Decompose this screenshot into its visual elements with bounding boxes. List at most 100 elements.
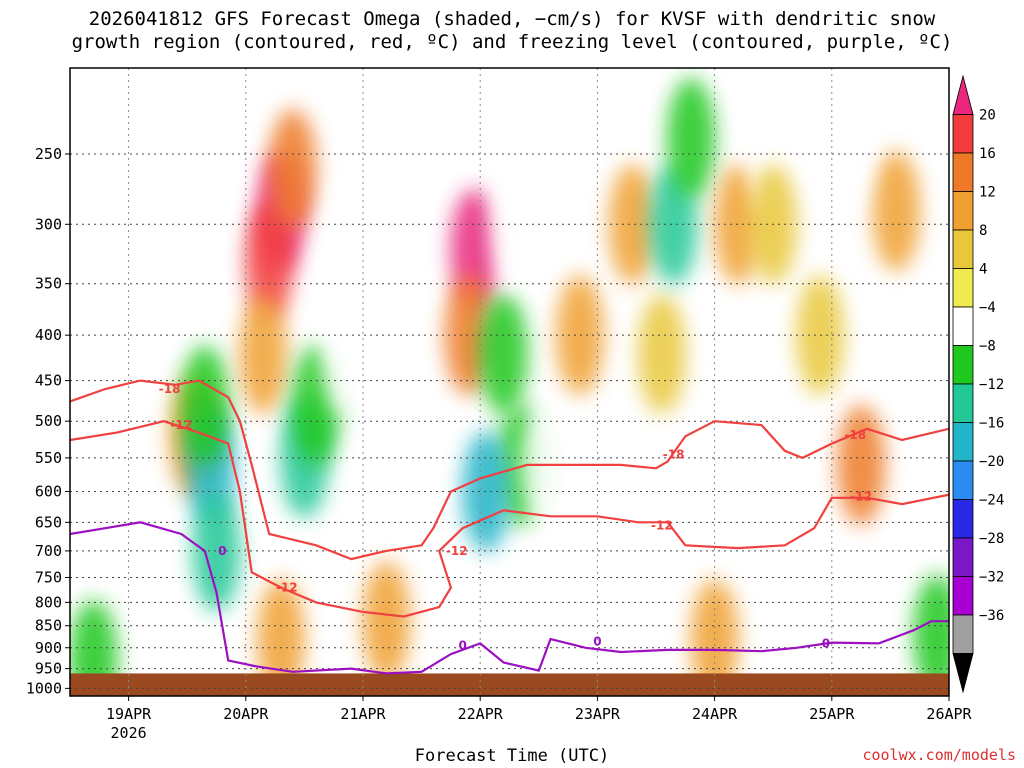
y-axis: 250 300 350 400 450 500 550 600 650 700 750 800 850 9…	[26, 145, 70, 697]
colorbar-label: −36	[979, 608, 1004, 624]
colorbar-label: 20	[979, 108, 996, 124]
omega-cell	[321, 293, 370, 414]
y-tick-label: 450	[35, 372, 62, 390]
contour-lines	[70, 379, 949, 675]
colorbar-label: 12	[979, 185, 996, 201]
dendritic-contour-label: -12	[276, 581, 298, 595]
omega-cell	[268, 109, 317, 230]
colorbar-label: 16	[979, 146, 996, 162]
colorbar-swatch	[952, 422, 974, 462]
colorbar-swatch	[952, 306, 974, 346]
y-tick-label: 400	[35, 326, 62, 344]
colorbar-swatch	[952, 345, 974, 385]
omega-cell	[637, 293, 686, 414]
dendritic-contour-label: -18	[159, 382, 181, 396]
chart-title-line2: growth region (contoured, red, ºC) and f…	[71, 31, 953, 53]
colorbar-swatch	[952, 460, 974, 500]
omega-cell	[70, 600, 118, 696]
freezing-level-label: 0	[593, 634, 601, 648]
y-tick-label: 500	[35, 412, 62, 430]
x-axis-title: Forecast Time (UTC)	[414, 746, 610, 766]
colorbar-swatch	[952, 152, 974, 192]
y-tick-label: 950	[35, 660, 62, 678]
y-tick-label: 800	[35, 593, 62, 611]
dendritic-contour-label: -12	[446, 544, 468, 558]
colorbar-label: −8	[979, 339, 996, 355]
colorbar-swatch	[952, 576, 974, 616]
x-tick-label: 21APR	[340, 705, 386, 723]
y-tick-label: 1000	[26, 679, 62, 697]
colorbar-label: −32	[979, 570, 1004, 586]
omega-cell	[245, 201, 294, 322]
omega-cell	[426, 574, 475, 695]
surface-fill	[70, 673, 949, 696]
y-tick-label: 700	[35, 542, 62, 560]
dendritic-contour-label: -12	[651, 518, 673, 532]
colorbar-swatch	[952, 383, 974, 423]
y-tick-label: 850	[35, 617, 62, 635]
colorbar-label: −20	[979, 454, 1004, 470]
x-tick-label: 26APR	[926, 705, 972, 723]
dendritic-contour-label: -12	[170, 418, 192, 432]
colorbar-swatch	[952, 537, 974, 577]
colorbar-swatch	[952, 499, 974, 539]
omega-cell	[239, 293, 288, 414]
y-tick-label: 250	[35, 145, 62, 163]
colorbar-swatch	[952, 653, 974, 694]
omega-cell	[192, 490, 241, 611]
dendritic-contour-label: -12	[850, 490, 872, 504]
x-tick-sublabel: 2026	[111, 724, 147, 742]
x-tick-label: 25APR	[809, 705, 855, 723]
freezing-level-contour	[70, 521, 949, 675]
omega-cell	[555, 275, 604, 396]
colorbar: 20 16 12 8 4 −4 −8 −12 −16 −20 −24 −28 −32 −36	[952, 74, 1004, 694]
dendritic-contour--12	[70, 420, 949, 618]
colorbar-swatch	[952, 114, 974, 154]
colorbar-label: 8	[979, 223, 987, 239]
omega-cell	[462, 431, 511, 552]
colorbar-label: −16	[979, 416, 1004, 432]
x-tick-label: 19APR	[106, 705, 152, 723]
x-tick-label: 24APR	[692, 705, 738, 723]
dendritic-contour-label: -18	[844, 428, 866, 442]
plot-frame	[69, 67, 950, 697]
omega-cell	[256, 579, 305, 696]
contour-labels: -18 -18 -18 -12 -12 -12 -12 -12 0 0 0 0	[159, 382, 872, 653]
chart-title-line1: 2026041812 GFS Forecast Omega (shaded, −…	[88, 8, 936, 30]
colorbar-swatch	[952, 614, 974, 654]
omega-cell	[362, 561, 411, 682]
colorbar-swatch	[952, 74, 974, 115]
colorbar-swatch	[952, 229, 974, 269]
y-tick-label: 600	[35, 482, 62, 500]
colorbar-label: −28	[979, 531, 1004, 547]
colorbar-swatch	[952, 268, 974, 308]
y-tick-label: 750	[35, 568, 62, 586]
x-tick-label: 23APR	[575, 705, 621, 723]
omega-cell	[180, 345, 229, 466]
colorbar-label: −24	[979, 493, 1004, 509]
omega-cell	[913, 574, 949, 695]
plot-border	[69, 67, 950, 697]
freezing-level-label: 0	[218, 544, 226, 558]
omega-cell	[819, 94, 868, 215]
dendritic-contour-label: -18	[663, 447, 685, 461]
omega-cell	[608, 164, 657, 285]
colorbar-label: 4	[979, 262, 987, 278]
omega-shading	[70, 78, 949, 696]
omega-cell	[667, 78, 716, 199]
y-tick-label: 550	[35, 449, 62, 467]
y-tick-label: 650	[35, 513, 62, 531]
surface-ground	[70, 673, 949, 696]
x-tick-label: 22APR	[458, 705, 504, 723]
y-tick-label: 300	[35, 215, 62, 233]
omega-cell	[479, 293, 528, 414]
colorbar-label: −12	[979, 377, 1004, 393]
freezing-level-label: 0	[822, 636, 830, 650]
dendritic-contour--18	[70, 379, 949, 561]
x-tick-label: 20APR	[223, 705, 269, 723]
colorbar-label: −4	[979, 300, 996, 316]
credit-link[interactable]: coolwx.com/models	[862, 746, 1016, 764]
colorbar-swatch	[952, 191, 974, 231]
